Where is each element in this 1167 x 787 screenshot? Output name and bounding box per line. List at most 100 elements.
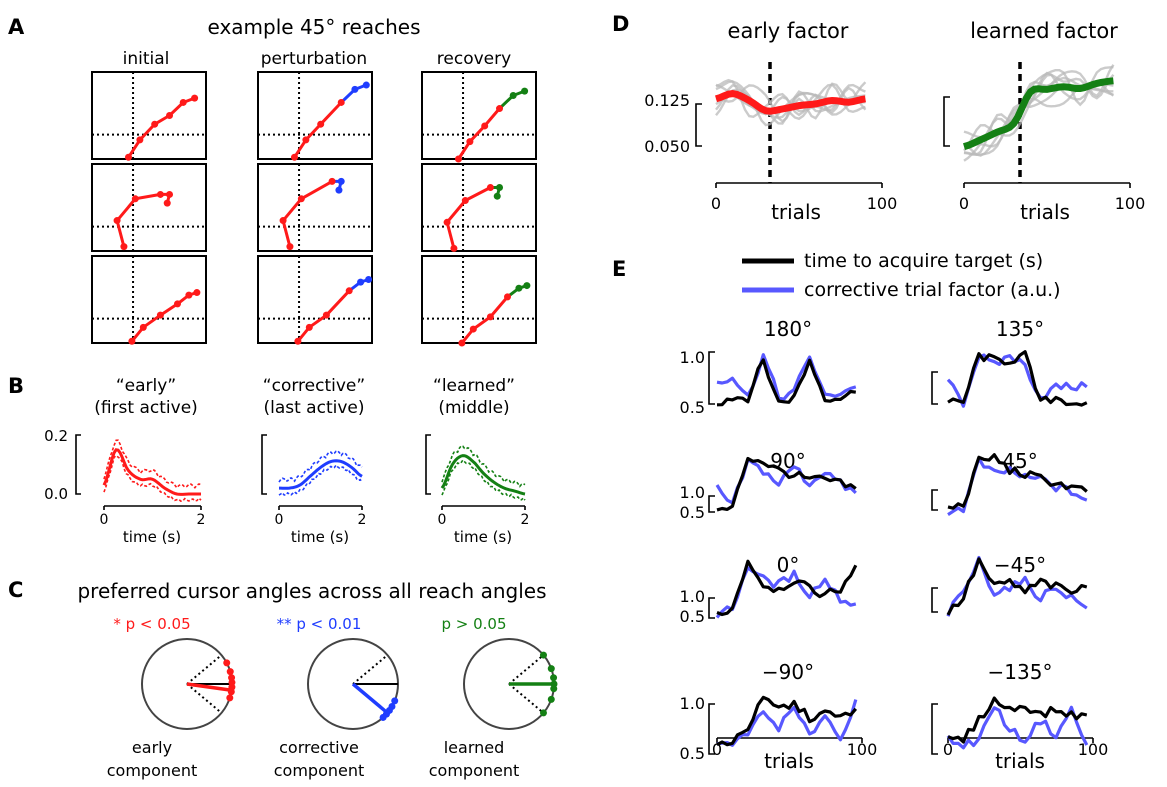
d-individual-trace <box>715 80 867 127</box>
b-scale-bracket <box>261 434 267 495</box>
preferred-angle-dot <box>226 694 234 702</box>
b-lower-bound <box>278 463 363 496</box>
reach-sample-dot <box>124 153 132 161</box>
d-ytick-0.050: 0.050 <box>644 137 690 156</box>
e-scale-bracket <box>708 597 715 619</box>
ytick-label-0.0: 0.0 <box>44 485 68 503</box>
reach-sample-dot <box>523 282 531 290</box>
learned-component-label-2: component <box>429 761 520 780</box>
reach-sample-dot <box>351 85 359 93</box>
reach-trajectory-start <box>445 186 492 249</box>
e-ytick-0-0.5: 0.5 <box>680 607 705 626</box>
legend-label-time: time to acquire target (s) <box>804 250 1043 272</box>
reach-sample-dot <box>166 112 174 119</box>
learned-component-label-1: learned <box>444 738 505 757</box>
e-left-xtick-100: 100 <box>847 740 878 759</box>
reach-sample-dot <box>290 153 298 161</box>
e-ytick-90-0.5: 0.5 <box>680 503 705 522</box>
reach-sample-dot <box>163 199 171 207</box>
reach-sample-dot <box>151 120 159 128</box>
preferred-angle-dot <box>223 659 231 667</box>
early-component-label-1: early <box>132 738 172 757</box>
b-early-xtick-0: 0 <box>100 512 109 528</box>
e-ytick-m90-0.5: 0.5 <box>680 744 705 763</box>
panel-a-title: example 45° reaches <box>208 15 421 39</box>
reach-sample-dot <box>305 323 313 331</box>
d-learned-xlabel: trials <box>1020 200 1070 224</box>
b-early-xtick-2: 2 <box>197 512 206 528</box>
reach-sample-dot <box>337 98 345 106</box>
e-corrective-factor-line <box>716 353 857 401</box>
e-scale-bracket <box>931 703 938 755</box>
b-lower-bound <box>103 454 202 503</box>
d-early-xtick-100: 100 <box>867 194 898 213</box>
e-scale-bracket <box>931 489 938 511</box>
reach-sample-dot <box>191 94 199 102</box>
reach-sample-dot <box>322 311 330 319</box>
reach-box <box>91 71 207 160</box>
b-corrective-xtick-0: 0 <box>275 512 284 528</box>
d-learned-xtick-0: 0 <box>959 194 969 213</box>
reach-sample-dot <box>179 98 187 106</box>
reach-trajectory-start <box>130 302 179 343</box>
reach-sample-dot <box>113 217 121 225</box>
reach-sample-dot <box>466 138 474 146</box>
e-left-xlabel: trials <box>764 749 814 773</box>
panel-c-letter: C <box>8 578 23 602</box>
early-component-title-line2: (first active) <box>94 398 198 418</box>
panel-b-letter: B <box>8 374 24 398</box>
preferred-angle-dot <box>539 709 547 717</box>
reach-sample-dot <box>128 337 136 345</box>
panel-a-letter: A <box>8 15 25 39</box>
early-significance: * p < 0.05 <box>113 615 190 633</box>
angle-title-minus135: −135° <box>988 660 1053 684</box>
d-mean-factor-line <box>963 77 1114 150</box>
angle-title-135: 135° <box>996 317 1044 341</box>
e-scale-bracket <box>708 495 715 513</box>
e-ytick-90-1.0: 1.0 <box>680 483 705 502</box>
reach-trajectory-start <box>127 114 171 159</box>
reach-sample-dot <box>443 218 451 226</box>
reach-sample-dot <box>469 325 477 333</box>
reach-box <box>257 71 373 160</box>
d-ytick-0.125: 0.125 <box>644 91 690 110</box>
reach-sample-dot <box>156 190 164 198</box>
preferred-angle-circles <box>141 638 558 730</box>
e-right-xlabel: trials <box>995 749 1045 773</box>
reach-box <box>257 163 373 252</box>
early-factor-title: early factor <box>728 19 849 43</box>
preferred-angle-dot <box>547 695 555 703</box>
panel-d-letter: D <box>612 12 629 36</box>
reach-sample-dot <box>461 197 469 205</box>
b-early-xlabel: time (s) <box>123 528 181 546</box>
mean-preferred-angle-line <box>351 682 389 715</box>
e-right-xtick-0: 0 <box>943 740 953 759</box>
panel-e-letter: E <box>612 257 626 281</box>
preferred-angle-dot <box>550 685 558 693</box>
reach-sample-dot <box>337 177 345 185</box>
d-individual-trace <box>963 71 1115 152</box>
reach-sample-dot <box>166 190 174 198</box>
corrective-component-title-line1: “corrective” <box>263 376 365 396</box>
column-label-initial: initial <box>123 49 170 69</box>
reach-box <box>257 255 373 344</box>
preferred-angle-dot <box>539 651 547 659</box>
reach-box <box>421 163 537 252</box>
d-scale-bracket <box>943 96 950 147</box>
e-time-to-target-line <box>947 453 1088 510</box>
e-scale-bracket <box>708 351 715 405</box>
reach-sample-dot <box>450 244 458 252</box>
reach-sample-dot <box>496 183 504 191</box>
mean-preferred-angle-line <box>186 682 232 692</box>
reach-trajectory-start <box>457 107 501 160</box>
reach-sample-dot <box>335 186 343 194</box>
reach-sample-dot <box>286 243 294 251</box>
b-learned-xtick-2: 2 <box>521 512 530 528</box>
legend-label-corrective: corrective trial factor (a.u.) <box>804 279 1061 301</box>
panel-d-lines <box>715 64 1115 162</box>
reach-sample-dot <box>131 195 139 203</box>
reach-sample-dot <box>328 177 336 185</box>
preferred-angle-dot <box>226 668 234 676</box>
learned-component-title-line1: “learned” <box>433 376 515 396</box>
